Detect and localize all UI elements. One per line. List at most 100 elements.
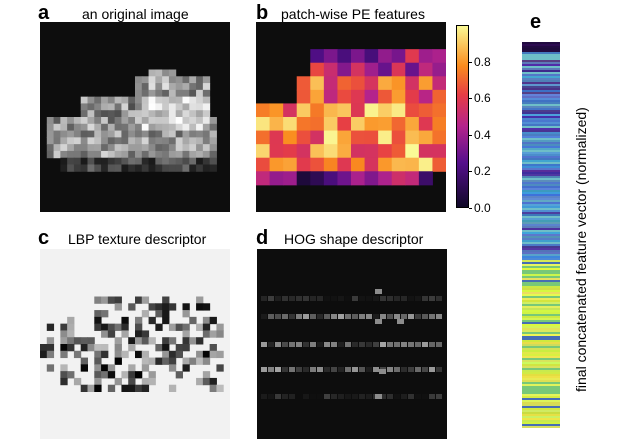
colorbar-step <box>456 198 469 200</box>
lbp-cell <box>67 371 75 379</box>
image-pixel <box>87 123 95 132</box>
image-pixel <box>141 117 150 125</box>
lbp-cell <box>94 350 102 359</box>
feature-band <box>522 132 560 135</box>
image-pixel <box>128 164 136 172</box>
colorbar-step <box>456 132 469 134</box>
feature-band <box>522 404 560 407</box>
lbp-cell <box>209 344 217 352</box>
feature-band <box>522 120 560 123</box>
hog-cell <box>359 367 365 372</box>
image-pixel <box>53 137 61 145</box>
heatmap-cell <box>418 89 433 104</box>
lbp-cell <box>209 330 217 338</box>
image-pixel <box>162 96 170 104</box>
hog-cell <box>373 314 379 319</box>
image-pixel <box>107 130 116 138</box>
colorbar-step <box>456 162 469 164</box>
hog-cell <box>275 296 281 301</box>
colorbar-step <box>456 106 469 108</box>
heatmap-cell <box>337 157 352 172</box>
lbp-cell <box>46 323 55 331</box>
heatmap-cell <box>418 171 433 186</box>
lbp-cell <box>128 384 136 392</box>
heatmap-cell <box>256 103 271 118</box>
image-pixel <box>189 83 197 91</box>
colorbar-step <box>456 45 469 47</box>
heatmap-cell <box>337 89 352 104</box>
lbp-cell <box>196 296 204 304</box>
colorbar-step <box>456 152 469 154</box>
heatmap-cell <box>432 157 447 172</box>
image-pixel <box>73 150 82 159</box>
image-pixel <box>80 123 88 132</box>
feature-band <box>522 336 560 339</box>
lbp-cell <box>182 323 190 331</box>
feature-band <box>522 282 560 285</box>
colorbar-step <box>456 137 469 139</box>
colorbar-step <box>456 177 469 179</box>
image-pixel <box>182 117 190 125</box>
colorbar-step <box>456 112 469 114</box>
heatmap-cell <box>337 49 352 64</box>
lbp-cell <box>216 364 224 372</box>
heatmap-cell <box>432 144 447 159</box>
image-pixel <box>189 150 197 159</box>
heatmap-cell <box>364 89 379 104</box>
feature-band <box>522 156 560 159</box>
colorbar-step <box>456 90 469 92</box>
hog-cell <box>436 314 442 319</box>
image-pixel <box>135 96 143 104</box>
heatmap-cell <box>351 103 366 118</box>
heatmap-cell <box>391 103 406 118</box>
hog-cell <box>375 289 382 294</box>
image-pixel <box>101 164 109 172</box>
feature-band <box>522 252 560 255</box>
image-pixel <box>162 137 170 145</box>
feature-band <box>522 326 560 329</box>
image-pixel <box>175 103 183 111</box>
feature-band <box>522 352 560 355</box>
image-pixel <box>101 150 109 159</box>
image-pixel <box>53 144 61 152</box>
image-pixel <box>189 110 197 118</box>
image-pixel <box>141 164 150 172</box>
lbp-cell <box>67 330 75 338</box>
colorbar-step <box>456 57 469 59</box>
colorbar-outline <box>456 25 469 208</box>
feature-band <box>522 124 560 127</box>
hog-cell <box>338 296 344 301</box>
colorbar-step <box>456 63 469 65</box>
image-pixel <box>135 89 143 98</box>
heatmap-cell <box>337 144 352 159</box>
image-pixel <box>94 103 102 111</box>
image-pixel <box>94 96 102 104</box>
panel-a-title: an original image <box>82 6 189 22</box>
hog-cell <box>352 296 358 301</box>
feature-band <box>522 82 560 85</box>
heatmap-cell <box>351 117 366 132</box>
colorbar-step <box>456 202 469 204</box>
colorbar-step <box>456 89 469 91</box>
hog-cell <box>387 342 393 347</box>
lbp-cell <box>175 344 183 352</box>
image-pixel <box>141 76 150 84</box>
lbp-cell <box>182 330 190 338</box>
lbp-cell <box>162 310 170 318</box>
image-pixel <box>101 110 109 118</box>
image-pixel <box>175 76 183 84</box>
heatmap-cell <box>418 130 433 145</box>
image-pixel <box>46 137 55 145</box>
feature-band <box>522 374 560 377</box>
hog-cell <box>310 394 316 399</box>
image-pixel <box>182 89 190 98</box>
image-pixel <box>168 150 177 159</box>
image-pixel <box>80 144 88 152</box>
feature-band <box>522 234 560 237</box>
feature-band <box>522 286 560 289</box>
image-pixel <box>114 137 122 145</box>
heatmap-cell <box>323 157 338 172</box>
colorbar-step <box>456 201 469 203</box>
image-pixel <box>148 157 156 165</box>
lbp-cell <box>141 310 150 318</box>
